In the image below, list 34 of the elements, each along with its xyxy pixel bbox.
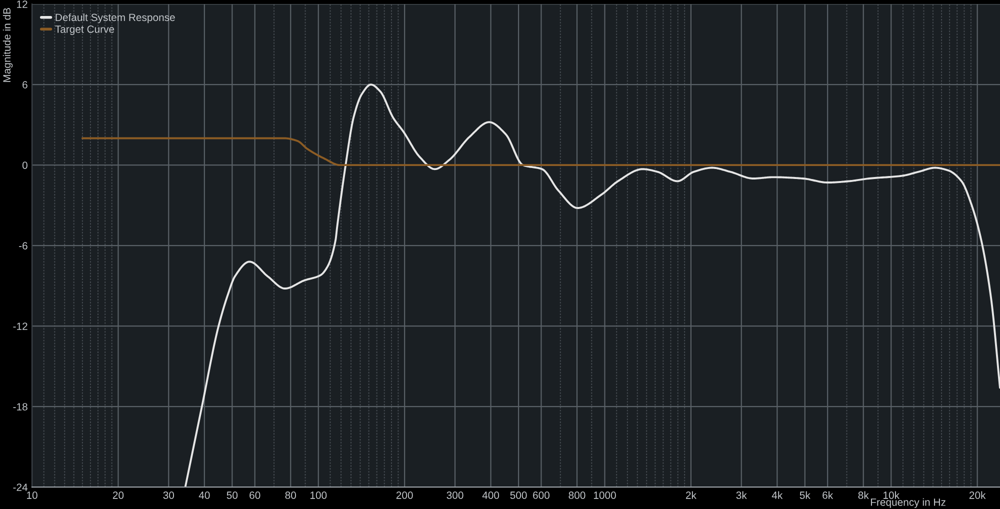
x-axis-title: Frequency in Hz bbox=[870, 498, 946, 508]
y-tick-label: -18 bbox=[13, 403, 28, 410]
x-tick-label: 800 bbox=[568, 492, 586, 499]
x-tick-label: 20k bbox=[969, 491, 986, 499]
x-tick-label: 1000 bbox=[594, 492, 616, 499]
x-tick-label: 600 bbox=[533, 492, 550, 499]
x-tick-label: 60 bbox=[250, 492, 260, 499]
y-tick-label: -6 bbox=[19, 242, 28, 250]
x-tick-label: 5k bbox=[800, 491, 810, 499]
x-tick-label: 100 bbox=[310, 492, 327, 499]
x-tick-label: 10 bbox=[27, 492, 38, 499]
x-tick-label: 20 bbox=[112, 492, 124, 499]
x-tick-label: 40 bbox=[198, 492, 210, 499]
x-tick-label: 2k bbox=[686, 491, 696, 499]
legend-label: Target Curve bbox=[55, 26, 114, 35]
x-tick-label: 8k bbox=[858, 491, 869, 499]
x-tick-label: 4k bbox=[772, 491, 783, 499]
x-tick-label: 6k bbox=[822, 491, 834, 499]
y-tick-label: 6 bbox=[22, 81, 28, 88]
x-tick-label: 500 bbox=[510, 492, 527, 499]
x-tick-label: 200 bbox=[396, 492, 413, 499]
x-tick-label: 10k bbox=[884, 491, 900, 499]
legend-label: Default System Response bbox=[56, 13, 175, 24]
y-tick-label: -24 bbox=[13, 484, 28, 491]
x-tick-label: 50 bbox=[226, 492, 238, 499]
x-tick-label: 3k bbox=[736, 491, 747, 499]
x-tick-label: 400 bbox=[482, 492, 500, 499]
y-tick-label: 12 bbox=[17, 0, 28, 8]
x-tick-label: 30 bbox=[163, 492, 174, 499]
y-tick-label: -12 bbox=[13, 322, 28, 330]
x-tick-label: 80 bbox=[285, 492, 296, 499]
y-axis-title: Magnitude in dB bbox=[2, 8, 13, 82]
x-tick-label: 300 bbox=[446, 492, 464, 499]
y-tick-label: 0 bbox=[22, 162, 28, 169]
